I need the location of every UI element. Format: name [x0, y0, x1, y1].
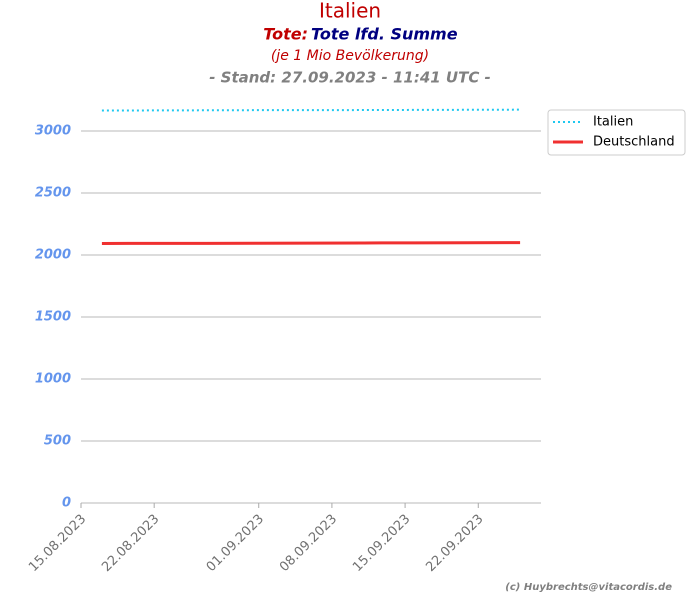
legend-box — [547, 109, 686, 156]
y-tick-label: 3000 — [35, 124, 71, 139]
x-tick-label: 15.08.2023 — [26, 512, 89, 575]
x-tick-label: 22.08.2023 — [99, 512, 162, 575]
subtitle-prefix: Tote: — [263, 25, 308, 44]
credit: (c) Huybrechts@vitacordis.de — [505, 582, 672, 593]
x-tick-label: 22.09.2023 — [423, 512, 486, 575]
stand: - Stand: 27.09.2023 - 11:41 UTC - — [209, 69, 491, 87]
subtitle2: (je 1 Mio Bevölkerung) — [271, 48, 429, 64]
x-tick-label: 08.09.2023 — [277, 512, 340, 575]
subtitle: Tote lfd. Summe — [311, 25, 458, 44]
legend-label: Italien — [593, 115, 633, 130]
legend-label: Deutschland — [593, 135, 675, 150]
series-line — [101, 108, 521, 112]
y-tick-label: 0 — [62, 496, 71, 511]
x-tick-label: 01.09.2023 — [204, 512, 267, 575]
chart-title: Italien — [319, 0, 381, 23]
y-tick-label: 2000 — [35, 248, 71, 263]
y-tick-label: 2500 — [35, 186, 71, 201]
y-tick-label: 1500 — [35, 310, 71, 325]
x-tick-label: 15.09.2023 — [350, 512, 413, 575]
y-tick-label: 500 — [44, 434, 71, 449]
y-tick-label: 1000 — [35, 372, 71, 387]
series-line — [101, 241, 521, 245]
